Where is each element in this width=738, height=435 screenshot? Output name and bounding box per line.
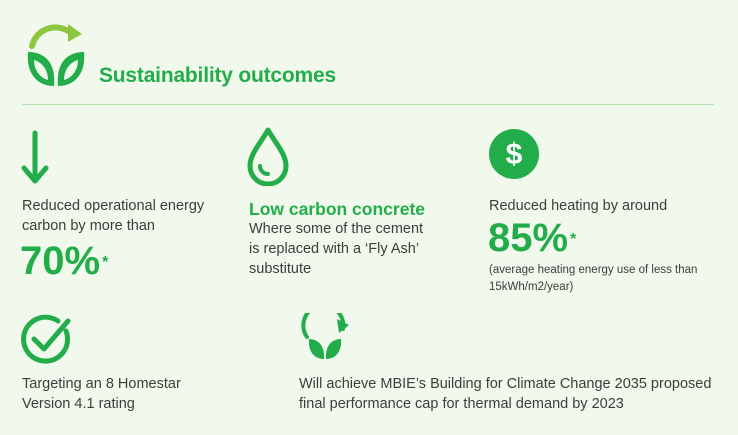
svg-text:$: $: [506, 138, 523, 171]
heating-note-line1: (average heating energy use of less than: [489, 264, 698, 276]
carbon-footnote-mark: *: [102, 254, 109, 271]
check-circle-icon: [20, 313, 76, 367]
heating-value: 85% *: [488, 218, 576, 258]
heating-note: (average heating energy use of less than…: [489, 262, 729, 296]
concrete-text-line1: Where some of the cement: [249, 221, 424, 237]
concrete-text-line3: substitute: [249, 261, 312, 277]
heating-note-line2: 15kWh/m2/year): [489, 281, 574, 293]
concrete-text: Where some of the cement is replaced wit…: [249, 219, 459, 279]
page-title: Sustainability outcomes: [99, 64, 336, 87]
header-divider: [22, 104, 714, 105]
homestar-text-line1: Targeting an 8 Homestar: [22, 376, 181, 392]
carbon-value-number: 70%: [20, 239, 101, 283]
mbie-text-line2: final performance cap for thermal demand…: [299, 396, 624, 412]
heating-text: Reduced heating by around: [489, 198, 668, 214]
homestar-text-line2: Version 4.1 rating: [22, 396, 135, 412]
carbon-text-line2: carbon by more than: [22, 218, 155, 234]
heating-value-number: 85%: [488, 216, 569, 260]
concrete-text-line2: is replaced with a ‘Fly Ash’: [249, 241, 420, 257]
mbie-text: Will achieve MBIE’s Building for Climate…: [299, 374, 729, 414]
dollar-icon: $: [489, 129, 539, 179]
leaf-recycle-icon: [20, 20, 92, 92]
concrete-heading: Low carbon concrete: [249, 199, 426, 219]
arrow-down-icon: [20, 130, 50, 186]
mbie-text-line1: Will achieve MBIE’s Building for Climate…: [299, 376, 712, 392]
carbon-text: Reduced operational energy carbon by mor…: [22, 196, 232, 236]
carbon-value: 70% *: [20, 241, 108, 281]
leaf-recycle-icon: [299, 303, 351, 365]
homestar-text: Targeting an 8 Homestar Version 4.1 rati…: [22, 374, 242, 414]
heating-footnote-mark: *: [570, 231, 577, 248]
carbon-text-line1: Reduced operational energy: [22, 198, 205, 214]
water-drop-icon: [246, 126, 290, 187]
